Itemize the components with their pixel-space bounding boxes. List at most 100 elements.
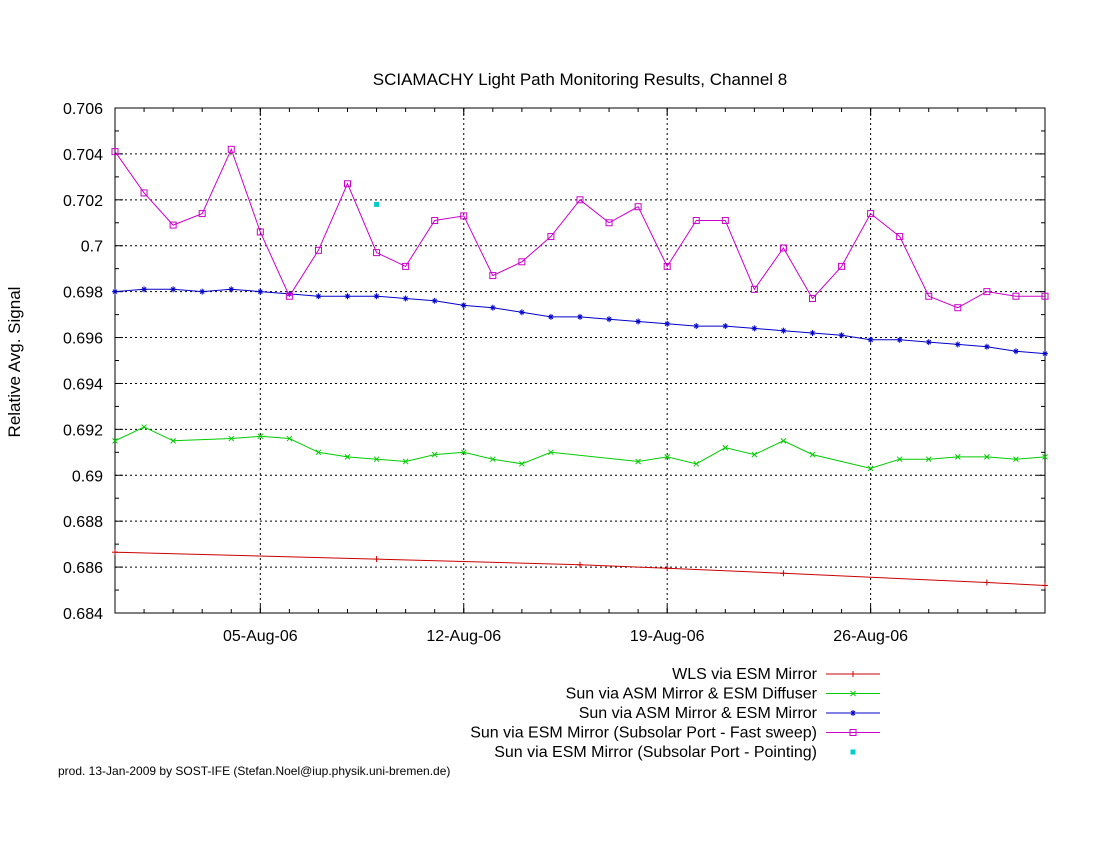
marker-stroke (287, 291, 292, 297)
data-point (170, 286, 177, 293)
data-point (984, 454, 990, 460)
marker-stroke (141, 424, 147, 430)
marker-stroke (896, 456, 903, 463)
marker-stroke (170, 437, 176, 444)
data-point (664, 320, 671, 327)
data-point (983, 343, 990, 350)
marker-stroke (810, 330, 815, 336)
marker-stroke (1013, 348, 1019, 354)
data-point (1013, 456, 1019, 463)
data-point (402, 295, 409, 302)
y-tick-label: 0.704 (63, 147, 103, 164)
marker-stroke (867, 465, 874, 472)
data-point (344, 180, 351, 188)
data-point (1012, 348, 1019, 355)
x-tick-label: 12-Aug-06 (426, 628, 501, 645)
marker-stroke (850, 690, 856, 697)
data-point (838, 332, 845, 339)
marker-stroke (1042, 454, 1048, 460)
data-point (867, 336, 874, 343)
x-tick-label: 26-Aug-06 (833, 628, 908, 645)
legend: WLS via ESM Mirror Sun via ASM Mirror & E… (470, 666, 880, 761)
data-point (374, 201, 380, 207)
marker-stroke (1042, 351, 1048, 356)
data-point (780, 437, 787, 444)
series-4 (374, 201, 380, 207)
data-point (141, 424, 147, 430)
data-point (1042, 454, 1048, 460)
data-point (867, 465, 874, 472)
data-point (664, 565, 671, 572)
marker-stroke (316, 293, 321, 299)
y-tick-label: 0.702 (63, 193, 103, 210)
data-point (402, 262, 410, 270)
legend-marker (850, 690, 856, 697)
marker-stroke (315, 449, 322, 456)
y-tick-label: 0.698 (63, 285, 103, 302)
legend-label: Sun via ASM Mirror & ESM Diffuser (566, 686, 818, 703)
marker-stroke (490, 305, 496, 311)
marker-stroke (925, 456, 932, 463)
marker-stroke (1013, 456, 1019, 463)
marker-stroke (461, 303, 467, 308)
chart-title: SCIAMACHY Light Path Monitoring Results,… (373, 70, 788, 89)
data-point (518, 258, 526, 266)
data-point (314, 246, 322, 254)
marker-stroke (751, 451, 758, 458)
data-point (170, 437, 176, 444)
marker-stroke (809, 451, 816, 458)
data-point (315, 293, 322, 300)
footer-credit: prod. 13-Jan-2009 by SOST-IFE (Stefan.No… (58, 764, 450, 778)
marker-stroke (402, 458, 409, 465)
data-point (867, 210, 875, 218)
data-point (1042, 350, 1048, 357)
data-point (779, 244, 787, 252)
y-tick-label: 0.69 (72, 468, 103, 485)
data-point (198, 210, 206, 218)
marker-stroke (635, 319, 641, 324)
data-point (750, 285, 758, 293)
data-point (780, 327, 787, 334)
data-point (431, 216, 439, 224)
data-point (983, 288, 991, 296)
marker-stroke (926, 339, 932, 345)
marker-stroke (403, 296, 408, 301)
data-point (635, 458, 641, 465)
marker-stroke (850, 710, 856, 716)
data-point (751, 325, 758, 332)
data-point (838, 262, 846, 270)
series-1 (112, 424, 1048, 472)
data-point (983, 579, 990, 586)
marker-stroke (954, 454, 961, 460)
legend-marker (850, 671, 856, 677)
legend-label: Sun via ASM Mirror & ESM Mirror (579, 705, 818, 722)
data-point (954, 341, 961, 348)
marker-stroke (257, 433, 264, 440)
data-point (664, 454, 671, 460)
series-2 (112, 286, 1048, 357)
marker-stroke (345, 293, 350, 299)
x-tick-label: 05-Aug-06 (223, 628, 298, 645)
data-point (547, 233, 555, 241)
data-point (693, 460, 700, 467)
marker-stroke (693, 323, 699, 329)
data-point (721, 216, 729, 224)
data-point (896, 336, 903, 343)
data-point (925, 339, 932, 346)
data-point (577, 313, 583, 320)
data-point (954, 454, 961, 460)
y-tick-label: 0.688 (63, 514, 103, 531)
marker-stroke (606, 316, 612, 322)
data-point (344, 454, 351, 460)
marker-stroke (489, 456, 496, 463)
data-point (634, 203, 642, 211)
marker-stroke (897, 337, 903, 343)
data-point (344, 293, 351, 300)
data-point (256, 228, 264, 236)
data-point (548, 449, 554, 456)
data-point (431, 451, 438, 458)
data-point (460, 302, 467, 309)
data-point (460, 449, 467, 456)
data-point (722, 323, 729, 330)
data-point (1042, 582, 1048, 589)
